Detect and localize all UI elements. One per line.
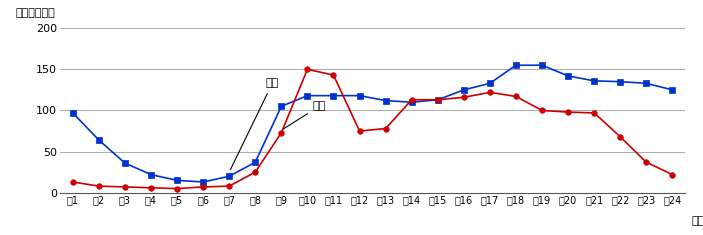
Text: （時）: （時） [692,216,703,226]
Text: （百万時間）: （百万時間） [16,8,56,19]
Text: 移動: 移動 [284,101,326,129]
Text: 固定: 固定 [231,78,279,170]
